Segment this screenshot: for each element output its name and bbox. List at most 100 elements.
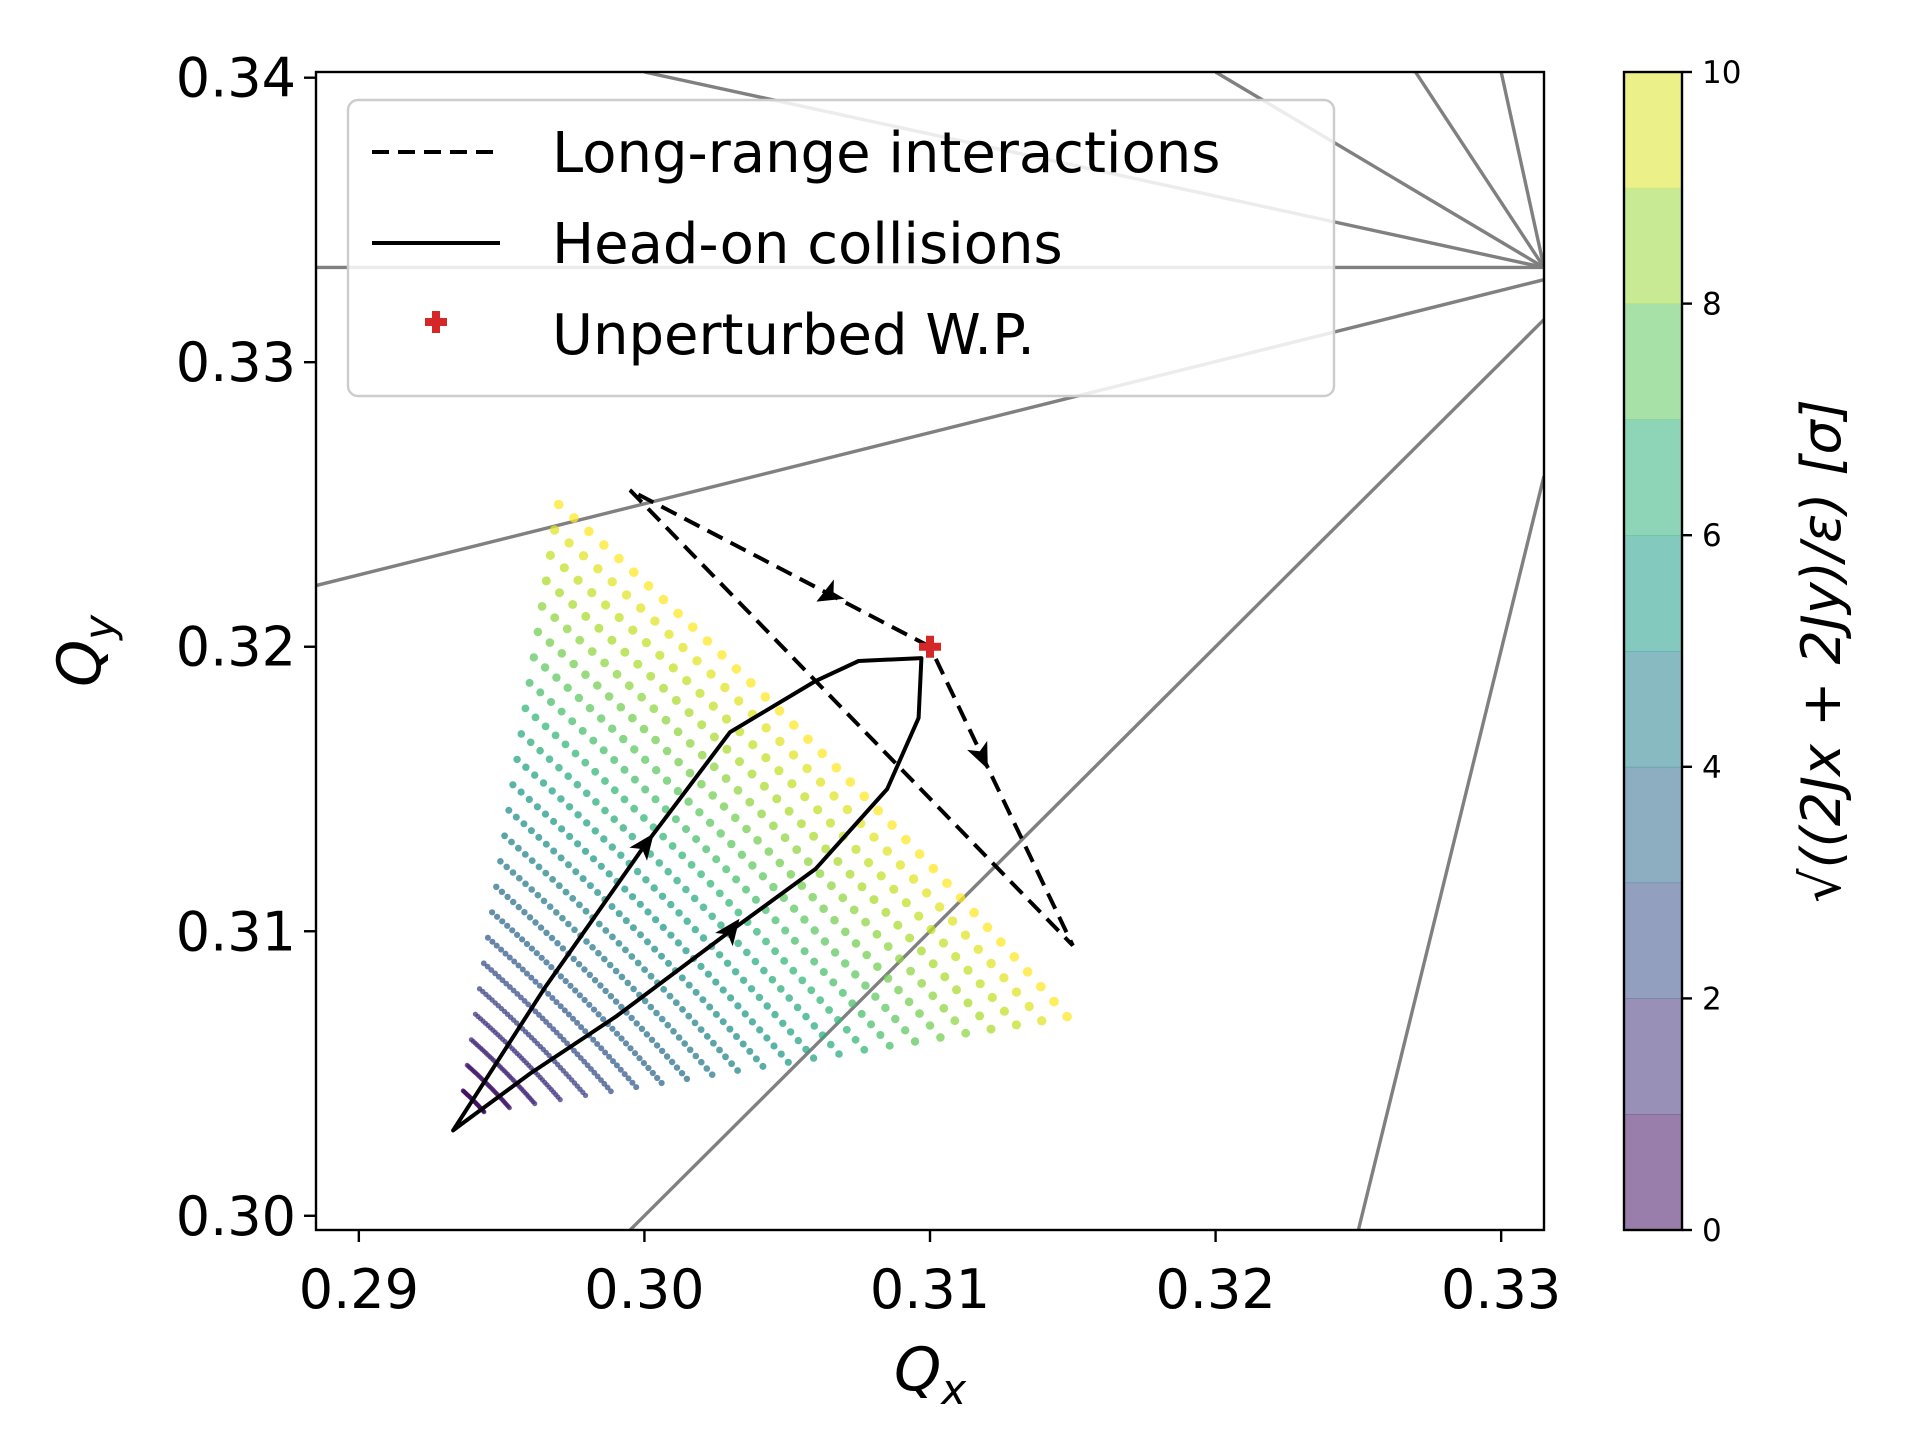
footprint-point <box>809 831 819 841</box>
footprint-point <box>557 854 565 862</box>
footprint-point <box>612 998 620 1005</box>
footprint-point <box>564 1040 570 1047</box>
footprint-point <box>800 915 809 924</box>
footprint-point <box>630 804 639 813</box>
footprint-point <box>554 940 561 947</box>
footprint-point <box>574 1051 581 1058</box>
footprint-point <box>557 707 566 716</box>
footprint-point <box>885 1041 894 1050</box>
footprint-point <box>533 950 540 957</box>
footprint-point <box>893 920 903 930</box>
footprint-point <box>581 966 588 973</box>
footprint-point <box>798 976 807 985</box>
footprint-point <box>1049 996 1059 1007</box>
footprint-point <box>702 845 711 854</box>
footprint-point <box>664 1021 672 1029</box>
colorbar-label: √((2Jx + 2Jy)/ε) [σ] <box>1790 399 1853 903</box>
colorbar-tick-label: 10 <box>1702 55 1741 91</box>
footprint-point <box>545 755 554 763</box>
footprint-point <box>802 763 812 774</box>
footprint-point <box>520 820 528 828</box>
footprint-point <box>591 1069 598 1076</box>
footprint-point <box>521 704 530 713</box>
footprint-point <box>717 921 725 929</box>
footprint-point <box>590 1036 597 1043</box>
footprint-point <box>742 885 750 894</box>
footprint-point <box>775 736 785 747</box>
footprint-point <box>655 859 664 867</box>
footprint-point <box>503 863 511 871</box>
footprint-point <box>761 753 771 763</box>
footprint-point <box>660 986 668 993</box>
footprint-point <box>562 624 572 634</box>
footprint-point <box>688 622 698 632</box>
footprint-point <box>561 1007 568 1014</box>
footprint-point <box>610 786 619 795</box>
footprint-point <box>723 959 732 967</box>
resonance-line <box>1356 475 1544 1230</box>
footprint-point <box>739 1040 747 1048</box>
footprint-point <box>692 835 701 844</box>
footprint-point <box>555 763 563 772</box>
footprint-point <box>552 673 561 682</box>
footprint-point <box>489 909 496 916</box>
footprint-point <box>748 1018 757 1026</box>
footprint-point <box>644 938 651 946</box>
footprint-point <box>595 920 603 928</box>
footprint-point <box>585 704 595 713</box>
footprint-point <box>601 806 609 815</box>
footprint-point <box>733 785 743 795</box>
footprint-point <box>532 1101 538 1107</box>
footprint-point <box>702 636 713 646</box>
colorbar-tick-label: 6 <box>1702 518 1722 554</box>
head-on-arrow <box>715 918 740 947</box>
footprint-point <box>817 748 827 759</box>
footprint-point <box>653 1042 661 1049</box>
footprint-point <box>625 1075 632 1082</box>
footprint-point <box>881 907 891 917</box>
footprint-point <box>651 795 660 804</box>
footprint-point <box>557 1097 563 1103</box>
footprint-point <box>569 659 578 669</box>
plot-area <box>316 72 1544 1230</box>
footprint-point <box>651 735 660 745</box>
colorbar-band <box>1624 766 1682 884</box>
long-range-arrow <box>967 740 988 770</box>
footprint-point <box>891 1014 900 1024</box>
footprint-point <box>769 882 778 892</box>
footprint-point <box>872 929 882 939</box>
footprint-point <box>682 676 692 686</box>
footprint-point <box>641 785 650 794</box>
footprint-point <box>697 750 707 760</box>
footprint-point <box>543 929 550 936</box>
footprint-point <box>535 863 543 871</box>
footprint-point <box>673 876 681 885</box>
footprint-point <box>715 951 724 959</box>
footprint-point <box>731 968 740 976</box>
footprint-point <box>609 1025 616 1032</box>
footprint-point <box>821 844 831 854</box>
footprint-point <box>515 962 522 969</box>
y-axis-ticks: 0.30 0.31 0.32 0.33 0.34 <box>176 47 316 1248</box>
footprint-point <box>727 839 736 849</box>
footprint-point <box>572 987 579 994</box>
footprint-point <box>763 1002 771 1010</box>
footprint-point <box>686 1046 694 1054</box>
footprint-point <box>999 1006 1010 1016</box>
footprint-point <box>571 1047 577 1054</box>
footprint-point <box>761 723 771 733</box>
footprint-point <box>769 821 778 831</box>
footprint-point <box>770 1042 778 1050</box>
y-tick-label: 0.34 <box>176 47 296 110</box>
footprint-point <box>712 855 721 864</box>
footprint-point <box>871 992 880 1001</box>
footprint-point <box>751 895 760 904</box>
footprint-point <box>609 933 616 941</box>
footprint-point <box>481 1109 487 1115</box>
footprint-point <box>531 771 539 779</box>
footprint-point <box>644 908 652 916</box>
footprint-point <box>562 978 569 985</box>
footprint-point <box>643 1031 651 1038</box>
footprint-point <box>557 795 565 803</box>
footprint-point <box>571 926 578 934</box>
